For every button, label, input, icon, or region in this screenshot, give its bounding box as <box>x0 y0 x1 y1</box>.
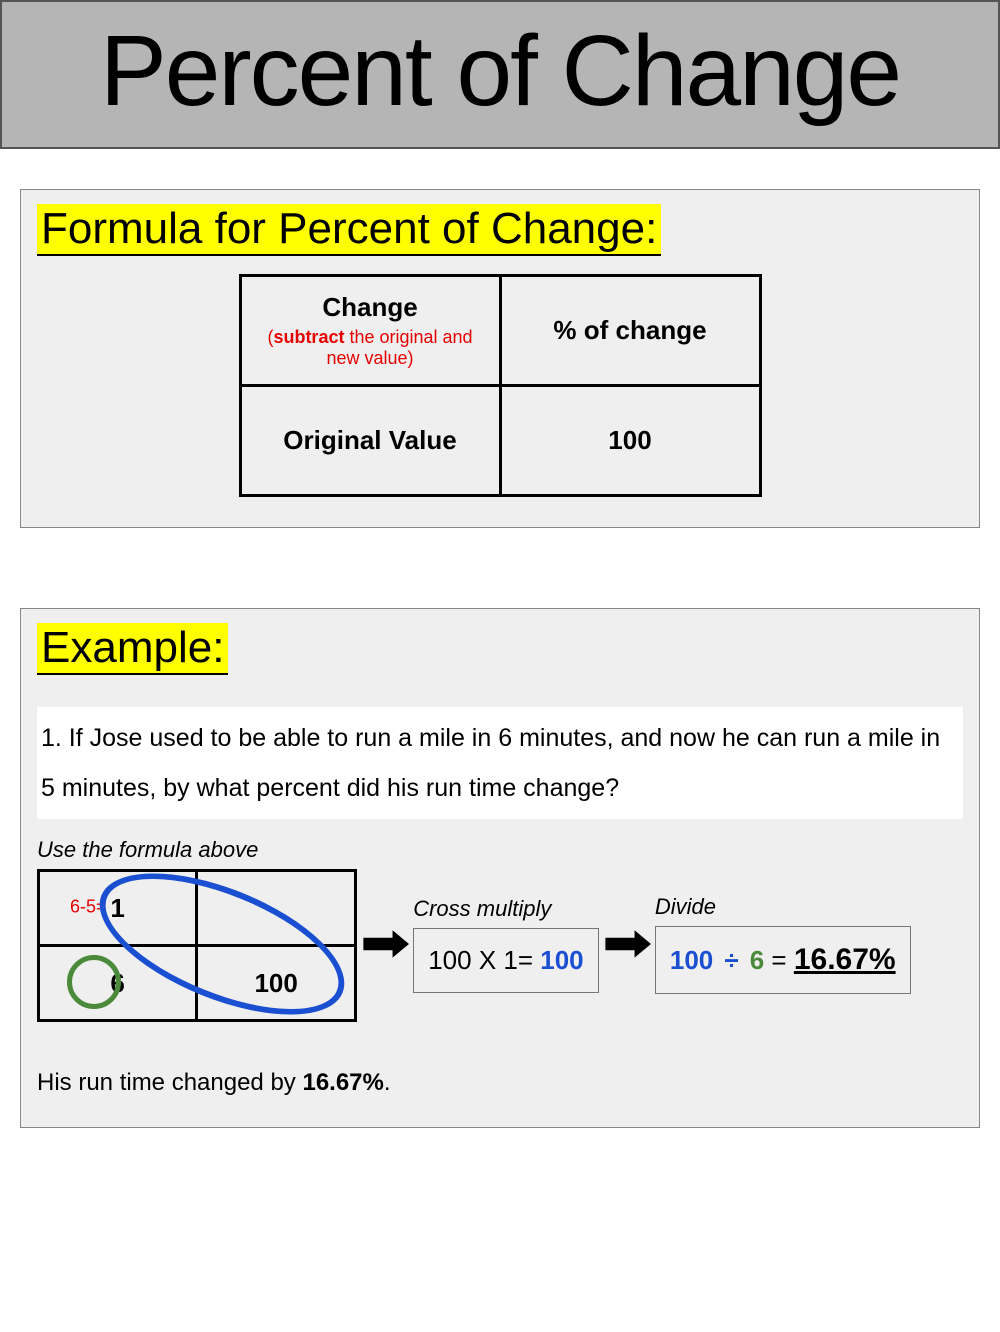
work-row: 6-5= 1 6 100 ➡ Cross multiply 100 X 1= 1… <box>37 869 963 1019</box>
page-title: Percent of Change <box>2 14 998 129</box>
mini-tl-value: 1 <box>110 893 124 923</box>
cross-expr: 100 X 1= <box>428 945 540 975</box>
mini-cell-bl: 6 <box>39 946 197 1021</box>
mini-cell-br: 100 <box>197 946 356 1021</box>
example-hint: Use the formula above <box>37 837 963 863</box>
arrow-icon: ➡ <box>361 920 409 968</box>
formula-heading: Formula for Percent of Change: <box>37 204 661 256</box>
example-question: 1. If Jose used to be able to run a mile… <box>37 707 963 819</box>
divide-result: 16.67% <box>794 943 896 976</box>
divide-eq: = <box>764 945 794 975</box>
example-panel: Example: 1. If Jose used to be able to r… <box>20 608 980 1128</box>
cross-multiply-label: Cross multiply <box>413 896 551 922</box>
divide-symbol-icon: ÷ <box>721 945 743 976</box>
divide-b: 6 <box>750 945 764 975</box>
formula-table: Change (subtract the original and new va… <box>239 274 762 497</box>
conclusion: His run time changed by 16.67%. <box>37 1069 963 1097</box>
mini-cell-tl: 6-5= 1 <box>39 871 197 946</box>
divide-label: Divide <box>655 894 716 920</box>
cross-multiply-box: 100 X 1= 100 <box>413 928 598 993</box>
mini-cell-tr <box>197 871 356 946</box>
formula-cell-100: 100 <box>500 386 760 496</box>
cross-result: 100 <box>540 945 583 975</box>
cross-multiply-step: Cross multiply 100 X 1= 100 <box>413 896 598 993</box>
conclusion-prefix: His run time changed by <box>37 1069 302 1096</box>
divide-a: 100 <box>670 945 713 975</box>
mini-table: 6-5= 1 6 100 <box>37 869 357 1022</box>
formula-cell-change: Change (subtract the original and new va… <box>240 276 500 386</box>
subtract-note: 6-5= <box>70 896 107 917</box>
title-banner: Percent of Change <box>0 0 1000 149</box>
divide-box: 100 ÷ 6 = 16.67% <box>655 926 911 994</box>
mini-table-wrap: 6-5= 1 6 100 <box>37 869 357 1019</box>
formula-cell-original: Original Value <box>240 386 500 496</box>
formula-change-sub: (subtract the original and new value) <box>250 327 491 369</box>
divide-step: Divide 100 ÷ 6 = 16.67% <box>655 894 911 994</box>
example-heading: Example: <box>37 623 228 675</box>
formula-cell-percent: % of change <box>500 276 760 386</box>
formula-panel: Formula for Percent of Change: Change (s… <box>20 189 980 528</box>
conclusion-suffix: . <box>384 1069 391 1096</box>
formula-change-label: Change <box>322 292 417 322</box>
conclusion-value: 16.67% <box>302 1069 383 1096</box>
arrow-icon: ➡ <box>603 920 651 968</box>
